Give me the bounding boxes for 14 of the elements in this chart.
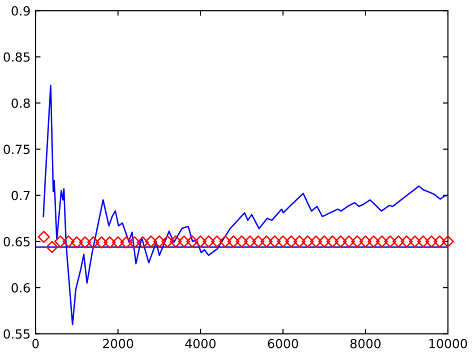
y-tick-label: 0.9 <box>12 6 30 16</box>
y-tick-label: 0.7 <box>12 190 30 200</box>
y-tick-label: 0.6 <box>12 283 30 293</box>
y-tick-label: 0.65 <box>4 236 30 246</box>
x-tick-label: 2000 <box>103 338 134 348</box>
x-tick-label: 8000 <box>350 338 381 348</box>
y-tick-label: 0.85 <box>4 52 30 62</box>
x-tick-label: 6000 <box>268 338 298 348</box>
y-tick-label: 0.75 <box>4 144 30 154</box>
y-tick-label: 0.55 <box>4 329 30 339</box>
x-tick-label: 4000 <box>185 338 216 348</box>
x-tick-label: 10000 <box>429 338 467 348</box>
y-tick-label: 0.8 <box>12 98 30 108</box>
x-tick-label: 0 <box>32 338 39 348</box>
